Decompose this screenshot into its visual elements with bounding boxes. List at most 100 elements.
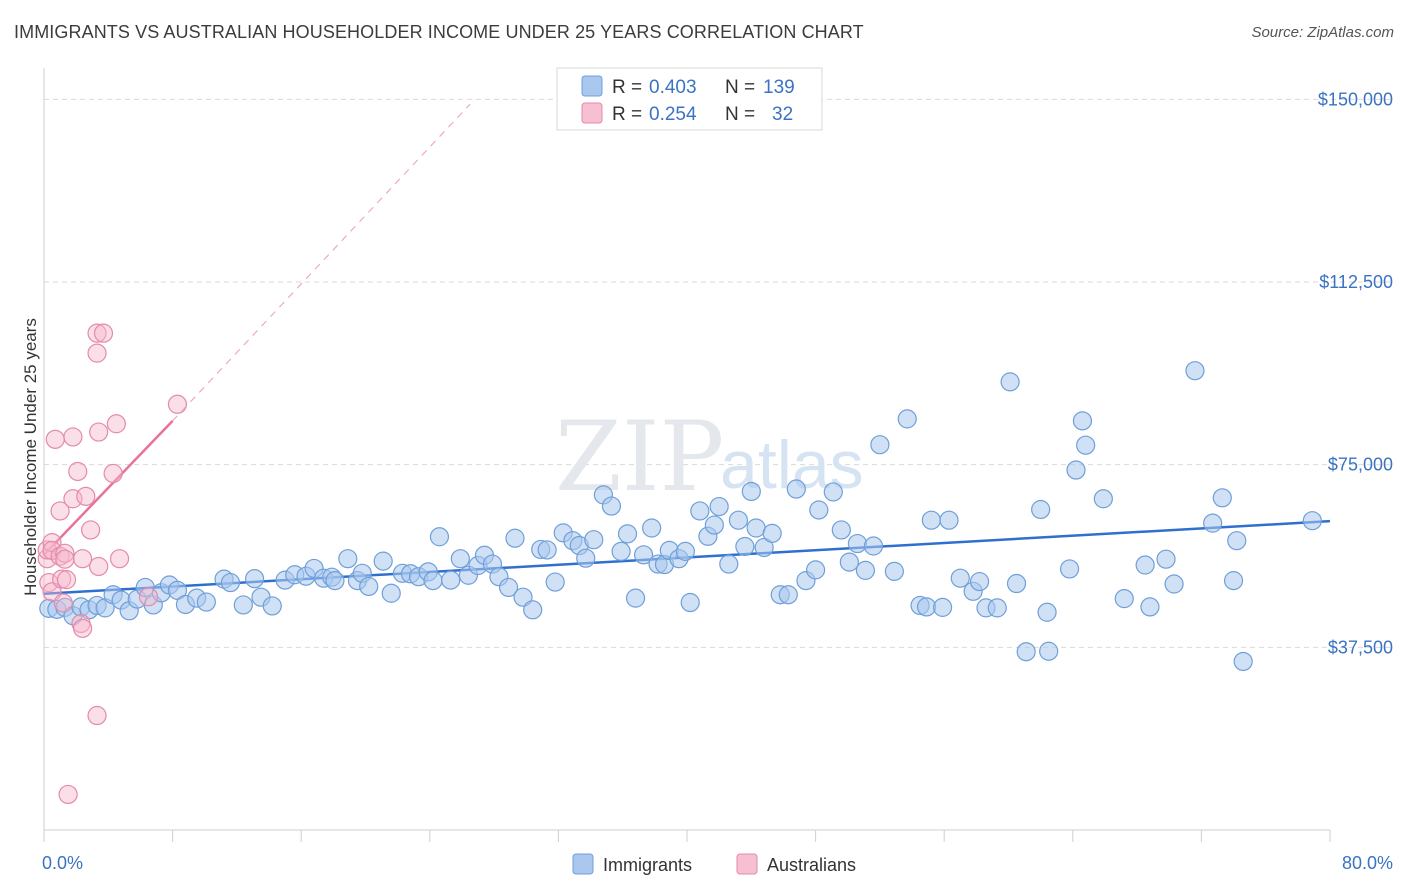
australians-point-29 <box>106 414 126 434</box>
trend-line-australians-extension <box>172 103 471 422</box>
immigrants-point-89 <box>778 585 798 605</box>
immigrants-point-98 <box>855 560 876 580</box>
bottom-legend-label-australians: Australians <box>767 855 856 875</box>
immigrants-point-108 <box>950 568 970 588</box>
immigrants-point-106 <box>932 597 953 617</box>
legend-r-label-australians: R = <box>612 104 642 125</box>
australians-point-27 <box>93 323 114 343</box>
immigrants-point-70 <box>642 518 662 538</box>
legend-box: R = 0.403 N = 139 R = 0.254 N = 32 <box>556 67 823 131</box>
legend-r-value-australians: 0.254 <box>649 104 697 125</box>
immigrants-point-63 <box>584 530 604 550</box>
immigrants-point-90 <box>786 479 806 499</box>
immigrants-point-134 <box>1233 651 1253 672</box>
immigrants-point-121 <box>1072 411 1093 431</box>
australians-point-23 <box>87 343 107 363</box>
x-tick-labels: 0.0% 80.0% <box>42 853 1393 873</box>
australians-point-7 <box>50 501 70 521</box>
australians-point-13 <box>56 570 77 590</box>
australians-point-9 <box>52 569 72 589</box>
immigrants-point-79 <box>704 515 724 535</box>
immigrants-point-85 <box>746 518 766 538</box>
immigrants-point-135 <box>1302 511 1322 531</box>
australians-point-21 <box>81 520 101 540</box>
immigrants-point-96 <box>839 552 859 572</box>
immigrants-point-125 <box>1135 555 1155 575</box>
immigrants-point-114 <box>1006 573 1027 594</box>
immigrants-point-43 <box>423 571 443 591</box>
australians-point-16 <box>68 461 88 482</box>
immigrants-point-132 <box>1223 571 1244 591</box>
immigrants-point-95 <box>831 520 851 540</box>
bottom-legend-swatch-immigrants <box>572 853 594 875</box>
immigrants-point-38 <box>381 583 401 603</box>
x-tick-label-0: 0.0% <box>42 853 83 873</box>
immigrants-point-110 <box>969 571 990 592</box>
immigrants-point-19 <box>196 592 216 612</box>
immigrants-point-115 <box>1016 642 1036 662</box>
bottom-legend-label-immigrants: Immigrants <box>603 855 692 875</box>
legend-swatch-immigrants <box>581 75 603 97</box>
y-tick-labels: $37,500 $75,000 $112,500 $150,000 <box>1318 89 1393 657</box>
trend-line-australians <box>43 419 174 556</box>
immigrants-point-133 <box>1227 531 1247 551</box>
australians-point-33 <box>138 587 159 607</box>
source-credit: Source: ZipAtlas.com <box>1251 24 1394 41</box>
immigrants-point-22 <box>233 595 253 615</box>
immigrants-point-112 <box>987 598 1007 618</box>
immigrants-point-23 <box>244 569 265 589</box>
immigrants-point-117 <box>1037 602 1057 622</box>
immigrants-point-124 <box>1114 589 1134 609</box>
immigrants-point-44 <box>429 527 450 547</box>
australians-point-19 <box>72 549 93 569</box>
immigrants-point-97 <box>847 533 867 554</box>
immigrants-point-32 <box>325 571 345 591</box>
immigrants-point-128 <box>1164 574 1184 594</box>
immigrants-point-69 <box>633 545 654 565</box>
immigrants-point-104 <box>916 597 937 617</box>
australians-point-24 <box>87 705 107 726</box>
immigrants-point-46 <box>450 549 470 569</box>
immigrants-point-100 <box>870 435 890 455</box>
immigrants-point-120 <box>1066 460 1086 480</box>
immigrants-point-93 <box>809 500 829 520</box>
immigrants-point-45 <box>441 570 461 590</box>
chart-title: IMMIGRANTS VS AUSTRALIAN HOUSEHOLDER INC… <box>14 22 864 42</box>
immigrants-point-118 <box>1039 641 1059 661</box>
australians-point-31 <box>167 394 188 414</box>
y-tick-label-1: $75,000 <box>1328 455 1393 475</box>
immigrants-point-116 <box>1031 499 1051 520</box>
immigrants-point-107 <box>939 510 959 530</box>
immigrants-point-83 <box>735 536 755 557</box>
immigrants-point-130 <box>1203 513 1223 533</box>
australians-point-32 <box>58 784 78 805</box>
immigrants-point-52 <box>498 577 519 598</box>
immigrants-point-127 <box>1156 549 1176 569</box>
watermark-zip: ZIP <box>555 401 724 513</box>
australians-point-30 <box>109 549 130 569</box>
x-tick-label-1: 80.0% <box>1342 853 1393 873</box>
immigrants-point-75 <box>675 541 695 561</box>
australians-point-10 <box>53 593 73 613</box>
legend-swatch-australians <box>581 102 603 124</box>
series-australians-points <box>37 323 188 805</box>
legend-n-label-immigrants: N = <box>725 77 755 98</box>
immigrants-point-66 <box>611 541 631 561</box>
australians-point-18 <box>72 618 93 638</box>
bottom-legend: Immigrants Australians <box>572 853 856 875</box>
immigrants-point-129 <box>1185 361 1205 381</box>
australians-point-25 <box>89 422 109 442</box>
immigrants-point-80 <box>709 496 729 517</box>
immigrants-point-84 <box>741 481 761 502</box>
y-tick-label-3: $150,000 <box>1318 89 1393 109</box>
immigrants-point-58 <box>545 572 565 592</box>
series-immigrants-points <box>39 361 1322 672</box>
legend-n-value-immigrants: 139 <box>763 77 795 98</box>
immigrants-point-94 <box>823 482 843 502</box>
immigrants-point-131 <box>1212 488 1232 508</box>
australians-point-12 <box>55 549 75 569</box>
australians-point-14 <box>63 427 83 447</box>
axes <box>43 68 1331 842</box>
immigrants-point-53 <box>505 528 525 548</box>
